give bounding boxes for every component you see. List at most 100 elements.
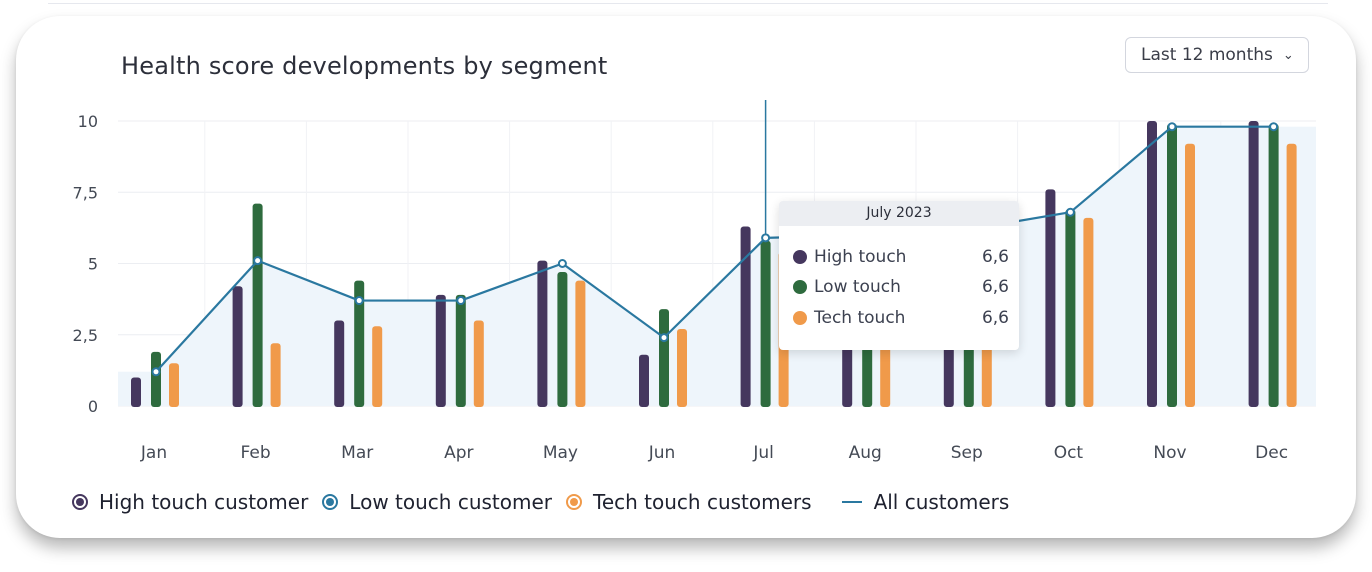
all-customers-point bbox=[151, 367, 161, 377]
bar-tech-touch bbox=[677, 329, 687, 407]
all-customers-point bbox=[456, 296, 466, 306]
legend-item-high-touch[interactable]: High touch customer bbox=[72, 490, 308, 514]
legend-label: All customers bbox=[873, 490, 1010, 514]
bar-tech-touch bbox=[270, 343, 281, 407]
x-tick-label: Nov bbox=[1153, 443, 1186, 463]
bar-tech-touch bbox=[1083, 217, 1094, 407]
y-axis-labels: 10 7,5 5 2,5 0 bbox=[73, 112, 98, 416]
bar-high-touch bbox=[943, 343, 954, 407]
page-title: Health score developments by segment bbox=[121, 52, 608, 80]
all-customers-point bbox=[557, 259, 567, 268]
y-tick-label: 10 bbox=[78, 112, 98, 131]
bar-tech-touch bbox=[575, 280, 586, 407]
bar-low-touch bbox=[1065, 209, 1076, 407]
range-dropdown-label: Last 12 months bbox=[1141, 45, 1273, 65]
bar-low-touch bbox=[760, 240, 771, 407]
bar-high-touch bbox=[842, 337, 853, 407]
bar-tech-touch bbox=[473, 320, 484, 407]
x-axis-labels: Jan Feb Mar Apr May Jun Jul Aug Sep Oct Nov Dec bbox=[140, 443, 1288, 463]
legend-label: Low touch customer bbox=[349, 490, 553, 514]
high-touch-dot-icon bbox=[793, 250, 807, 264]
x-tick-label: Jul bbox=[752, 443, 774, 463]
bar-low-touch bbox=[354, 280, 365, 407]
line-series-icon bbox=[841, 501, 862, 503]
bar-tech-touch bbox=[1185, 143, 1195, 408]
y-tick-label: 7,5 bbox=[73, 183, 98, 202]
legend-label: Tech touch customers bbox=[593, 490, 812, 514]
chevron-down-icon: ⌄ bbox=[1282, 47, 1294, 63]
all-customers-line-layer bbox=[151, 100, 1279, 377]
chart-tooltip: July 2023 High touch 6,6 Low touch 6,6 T… bbox=[779, 201, 1019, 350]
bar-low-touch bbox=[1167, 123, 1177, 407]
bar-tech-touch bbox=[169, 363, 179, 407]
x-tick-label: Sep bbox=[951, 443, 983, 463]
x-tick-label: Feb bbox=[241, 443, 271, 463]
legend-label: High touch customer bbox=[99, 490, 309, 514]
tooltip-label: Low touch bbox=[814, 277, 901, 297]
bar-high-touch bbox=[1248, 121, 1259, 407]
bar-low-touch bbox=[252, 203, 263, 407]
high-touch-radio-icon bbox=[72, 494, 88, 510]
x-tick-label: Mar bbox=[341, 443, 373, 463]
bar-high-touch bbox=[334, 320, 345, 407]
bar-low-touch bbox=[1268, 123, 1279, 407]
y-tick-label: 2,5 bbox=[73, 326, 98, 345]
top-divider bbox=[48, 3, 1328, 4]
bar-high-touch bbox=[232, 286, 243, 407]
tooltip-label: Tech touch bbox=[814, 308, 906, 328]
y-tick-label: 0 bbox=[88, 397, 98, 416]
x-tick-label: Aug bbox=[849, 443, 882, 463]
all-customers-area-fill bbox=[118, 126, 1316, 406]
tooltip-title: July 2023 bbox=[779, 201, 1019, 226]
all-customers-point bbox=[253, 256, 263, 266]
tooltip-value: 6,6 bbox=[981, 277, 1009, 297]
bar-high-touch bbox=[435, 294, 446, 407]
all-customers-point bbox=[354, 296, 364, 306]
all-customers-point bbox=[761, 233, 771, 243]
bar-high-touch bbox=[740, 226, 751, 407]
tooltip-value: 6,6 bbox=[981, 247, 1009, 267]
range-dropdown[interactable]: Last 12 months ⌄ bbox=[1125, 37, 1309, 73]
all-customers-area bbox=[118, 126, 1316, 406]
legend-item-low-touch[interactable]: Low touch customer bbox=[322, 490, 552, 514]
tooltip-row-high-touch: High touch 6,6 bbox=[793, 246, 1009, 268]
tooltip-value: 6,6 bbox=[981, 308, 1009, 328]
tooltip-label: High touch bbox=[814, 247, 907, 267]
tech-touch-dot-icon bbox=[793, 311, 807, 325]
bar-tech-touch bbox=[981, 346, 992, 407]
tooltip-row-low-touch: Low touch 6,6 bbox=[793, 276, 1009, 298]
chart-legend: High touch customer Low touch customer T… bbox=[72, 488, 1023, 516]
x-tick-label: Dec bbox=[1255, 443, 1288, 463]
all-customers-point bbox=[1065, 207, 1075, 217]
all-customers-line bbox=[155, 125, 1274, 373]
x-tick-label: Jun bbox=[648, 443, 676, 463]
tooltip-row-tech-touch: Tech touch 6,6 bbox=[793, 307, 1009, 329]
bar-low-touch bbox=[862, 334, 873, 407]
bar-high-touch bbox=[639, 354, 649, 407]
low-touch-dot-icon bbox=[793, 280, 807, 294]
x-tick-label: Oct bbox=[1054, 443, 1084, 463]
x-tick-label: Apr bbox=[444, 443, 473, 463]
bar-low-touch bbox=[455, 294, 466, 407]
bars-layer bbox=[131, 121, 1297, 408]
tech-touch-radio-icon bbox=[566, 494, 583, 510]
low-touch-radio-icon bbox=[322, 494, 339, 510]
bar-low-touch bbox=[557, 272, 568, 407]
bar-high-touch bbox=[1147, 121, 1157, 407]
all-customers-point bbox=[1269, 122, 1279, 132]
bar-low-touch bbox=[659, 309, 669, 407]
bar-tech-touch bbox=[1286, 143, 1297, 408]
legend-item-all-customers[interactable]: All customers bbox=[826, 490, 1010, 514]
bar-high-touch bbox=[1045, 189, 1056, 407]
bar-high-touch bbox=[131, 377, 141, 407]
bar-tech-touch bbox=[880, 343, 891, 407]
x-tick-label: Jan bbox=[140, 443, 167, 463]
bar-low-touch bbox=[963, 340, 974, 407]
bar-low-touch bbox=[151, 351, 161, 407]
all-customers-point bbox=[1167, 122, 1177, 132]
legend-item-tech-touch[interactable]: Tech touch customers bbox=[566, 490, 812, 514]
y-tick-label: 5 bbox=[88, 255, 98, 274]
bar-tech-touch bbox=[372, 326, 383, 407]
all-customers-point bbox=[659, 333, 669, 343]
